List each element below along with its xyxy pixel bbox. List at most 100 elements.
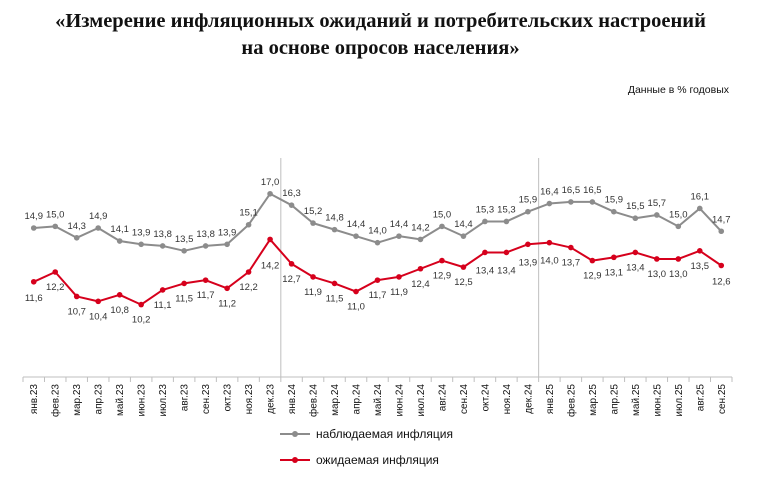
units-note: Данные в % годовых	[627, 84, 729, 96]
data-label: 11,7	[369, 290, 387, 301]
chart-title: «Измерение инфляционных ожиданий и потре…	[0, 8, 761, 62]
x-tick-label: мар.24	[330, 384, 341, 416]
data-label: 15,0	[433, 209, 452, 220]
data-label: 15,0	[669, 209, 688, 220]
data-label: 14,1	[110, 224, 129, 235]
data-label: 14,4	[347, 219, 366, 230]
data-label: 16,5	[562, 185, 581, 196]
data-point	[525, 241, 531, 248]
data-point	[138, 241, 144, 248]
data-point	[159, 243, 166, 249]
x-tick-label: ноя.23	[244, 384, 255, 415]
data-point	[696, 248, 703, 254]
data-label: 11,5	[326, 293, 344, 304]
legend-label-expected: ожидаемая инфляция	[316, 453, 439, 467]
data-point	[288, 261, 295, 267]
data-point	[267, 190, 273, 197]
data-point	[482, 218, 488, 225]
data-label: 14,9	[24, 211, 43, 222]
data-point	[503, 218, 510, 225]
data-point	[224, 241, 230, 248]
data-label: 15,9	[519, 195, 538, 206]
data-point	[654, 256, 660, 262]
data-label: 10,4	[89, 311, 108, 322]
data-point	[718, 228, 725, 235]
x-tick-label: июл.25	[674, 384, 685, 417]
data-label: 14,8	[325, 213, 344, 224]
data-point	[331, 226, 338, 233]
data-point	[417, 236, 424, 243]
x-tick-label: авг.25	[695, 384, 706, 412]
data-point	[224, 285, 230, 292]
data-point	[331, 280, 338, 287]
x-tick-label: янв.23	[29, 384, 40, 415]
data-label: 14,7	[712, 214, 731, 225]
data-point	[675, 256, 682, 262]
data-point	[52, 269, 59, 275]
x-tick-label: авг.23	[180, 384, 191, 412]
data-label: 14,2	[411, 222, 430, 233]
x-tick-label: май.23	[115, 384, 126, 416]
data-label: 16,3	[282, 188, 301, 199]
x-tick-label: мар.23	[72, 384, 83, 416]
x-tick-label: фев.25	[565, 384, 577, 417]
data-point	[73, 293, 80, 300]
data-label: 13,9	[132, 227, 151, 238]
data-label: 12,9	[583, 271, 602, 282]
data-point	[589, 199, 596, 205]
data-label: 13,0	[669, 269, 688, 280]
data-point	[353, 233, 359, 239]
data-point	[95, 298, 101, 305]
data-label: 13,9	[218, 227, 237, 238]
data-point	[568, 244, 574, 251]
data-point	[159, 287, 166, 293]
data-label: 11,6	[25, 293, 43, 304]
x-tick-label: окт.24	[480, 384, 491, 412]
x-tick-label: дек.23	[266, 384, 277, 414]
data-label: 14,2	[261, 260, 280, 271]
data-label: 15,3	[476, 204, 495, 215]
data-label: 13,4	[626, 262, 645, 273]
data-point	[632, 249, 639, 256]
data-label: 13,0	[648, 269, 667, 280]
data-label: 11,9	[304, 287, 322, 298]
x-tick-label: май.24	[373, 384, 384, 416]
data-point	[396, 274, 402, 280]
data-point	[181, 248, 187, 254]
data-point	[675, 223, 682, 230]
data-point	[116, 292, 123, 298]
x-tick-label: апр.23	[94, 384, 105, 415]
data-label: 10,7	[67, 306, 86, 317]
data-point	[460, 264, 467, 270]
data-point	[482, 249, 488, 256]
x-tick-label: сен.23	[201, 384, 212, 414]
data-point	[439, 257, 445, 264]
data-point	[611, 254, 617, 261]
data-label: 16,1	[691, 191, 710, 202]
data-point	[439, 223, 445, 230]
data-label: 13,1	[605, 267, 624, 278]
data-point	[30, 278, 37, 285]
data-label: 13,7	[562, 258, 581, 269]
x-tick-label: фев.23	[50, 384, 62, 417]
data-label: 11,9	[390, 287, 408, 298]
data-label: 10,8	[110, 305, 129, 316]
x-tick-label: окт.23	[223, 384, 234, 412]
data-point	[503, 249, 510, 256]
data-point	[310, 220, 316, 226]
data-point	[245, 269, 252, 275]
x-tick-label: июн.25	[652, 384, 663, 417]
data-point	[52, 223, 59, 230]
data-point	[632, 215, 639, 222]
legend-label-observed: наблюдаемая инфляция	[316, 427, 453, 441]
data-label: 11,1	[154, 300, 172, 311]
data-point	[288, 202, 295, 208]
data-point	[353, 288, 359, 295]
data-label: 13,4	[497, 265, 516, 276]
x-tick-label: янв.25	[545, 384, 556, 415]
data-point	[181, 280, 187, 287]
data-label: 15,7	[648, 198, 667, 209]
x-tick-label: апр.24	[352, 384, 363, 415]
data-label: 16,4	[540, 187, 559, 198]
data-point	[525, 208, 531, 215]
